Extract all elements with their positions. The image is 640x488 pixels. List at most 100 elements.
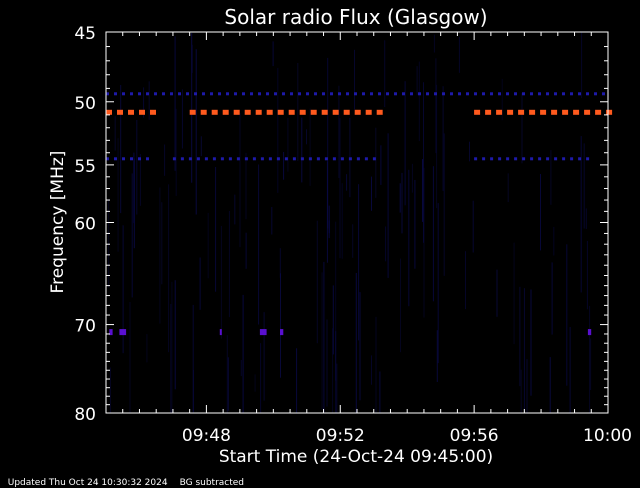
noise-streak (375, 316, 377, 413)
emission-dash (321, 109, 328, 115)
emission-dot (562, 157, 566, 161)
emission-dot (570, 157, 574, 161)
emission-dot (530, 92, 533, 96)
noise-streak (326, 319, 328, 407)
emission-dot (354, 92, 357, 96)
noise-streak (306, 129, 307, 145)
plot-frame (105, 31, 609, 414)
y-tick-label: 50 (74, 94, 96, 114)
noise-streak (521, 93, 523, 164)
noise-streak (260, 343, 262, 413)
noise-streak (589, 305, 591, 413)
emission-dash (310, 109, 317, 115)
noise-streak (341, 183, 343, 259)
emission-dash (255, 109, 262, 115)
emission-dot (426, 92, 429, 96)
noise-streak (220, 225, 222, 339)
emission-dot (538, 157, 542, 161)
emission-dot (530, 157, 534, 161)
noise-streak (139, 154, 141, 206)
emission-dash (606, 109, 613, 115)
emission-dash (200, 109, 207, 115)
emission-dot (522, 92, 525, 96)
noise-streak (385, 226, 387, 262)
noise-streak (414, 180, 416, 269)
noise-streak (422, 159, 423, 222)
emission-dot (394, 92, 397, 96)
emission-dot (250, 92, 253, 96)
emission-dot (562, 92, 565, 96)
noise-streak (296, 348, 298, 413)
x-tick-label: 09:48 (182, 426, 231, 446)
emission-dot (514, 92, 517, 96)
noise-streak (586, 240, 588, 310)
noise-streak (387, 133, 389, 278)
noise-streak (354, 49, 355, 110)
emission-dot (146, 92, 149, 96)
emission-dot (474, 157, 478, 161)
emission-dot (130, 157, 133, 161)
noise-streak (114, 116, 116, 151)
noise-streak (399, 183, 401, 213)
noise-streak (540, 174, 541, 251)
emission-dot (546, 92, 549, 96)
emission-dot (490, 92, 493, 96)
noise-streak (590, 338, 592, 390)
emission-dot (586, 157, 590, 161)
emission-dot (276, 157, 280, 161)
emission-dot (234, 92, 237, 96)
emission-dot (282, 92, 285, 96)
emission-dot (274, 92, 277, 96)
noise-streak (384, 40, 386, 108)
emission-dot (522, 157, 526, 161)
emission-blob (219, 329, 222, 336)
emission-dot (594, 92, 597, 96)
x-axis: 09:48 09:52 09:56 10:00 (122, 32, 632, 446)
emission-blob (109, 329, 113, 336)
noise-streak (436, 330, 438, 382)
noise-streak (519, 286, 521, 387)
noise-streak (336, 363, 338, 413)
emission-dash (150, 109, 156, 115)
emission-dot (306, 92, 309, 96)
noise-streak (215, 167, 217, 292)
noise-streak (297, 63, 299, 162)
noise-streak (416, 66, 418, 96)
noise-streak (148, 81, 150, 120)
noise-streak (129, 302, 131, 413)
noise-streak (404, 81, 406, 206)
emission-dot (146, 157, 149, 161)
noise-streak (174, 280, 176, 390)
emission-dot (106, 157, 109, 161)
noise-streak (279, 248, 281, 278)
emission-dot (154, 92, 157, 96)
noise-streak (136, 120, 138, 215)
emission-dot (578, 92, 581, 96)
emission-dot (188, 157, 192, 161)
emission-dot (300, 157, 304, 161)
noise-streak (371, 355, 372, 385)
emission-dot (258, 92, 261, 96)
emission-dot (458, 92, 461, 96)
noise-streak (380, 145, 382, 185)
noise-streak (239, 113, 241, 248)
emission-dot (356, 157, 360, 161)
emission-dash (332, 109, 339, 115)
noise-streak (159, 187, 161, 324)
noise-streak (170, 304, 172, 413)
emission-dot (490, 157, 494, 161)
noise-streak (581, 32, 583, 99)
y-tick-label: 80 (74, 405, 96, 425)
emission-dot (178, 92, 181, 96)
emission-dot (316, 157, 320, 161)
y-axis: 45 50 55 60 70 80 (74, 24, 608, 425)
emission-dot (314, 92, 317, 96)
emission-dot (570, 92, 573, 96)
noise-streak (207, 212, 209, 279)
noise-streak (513, 242, 515, 345)
emission-dot (210, 92, 213, 96)
emission-dash (485, 109, 492, 115)
noise-streak (146, 334, 148, 363)
emission-dot (346, 92, 349, 96)
emission-dot (138, 157, 141, 161)
